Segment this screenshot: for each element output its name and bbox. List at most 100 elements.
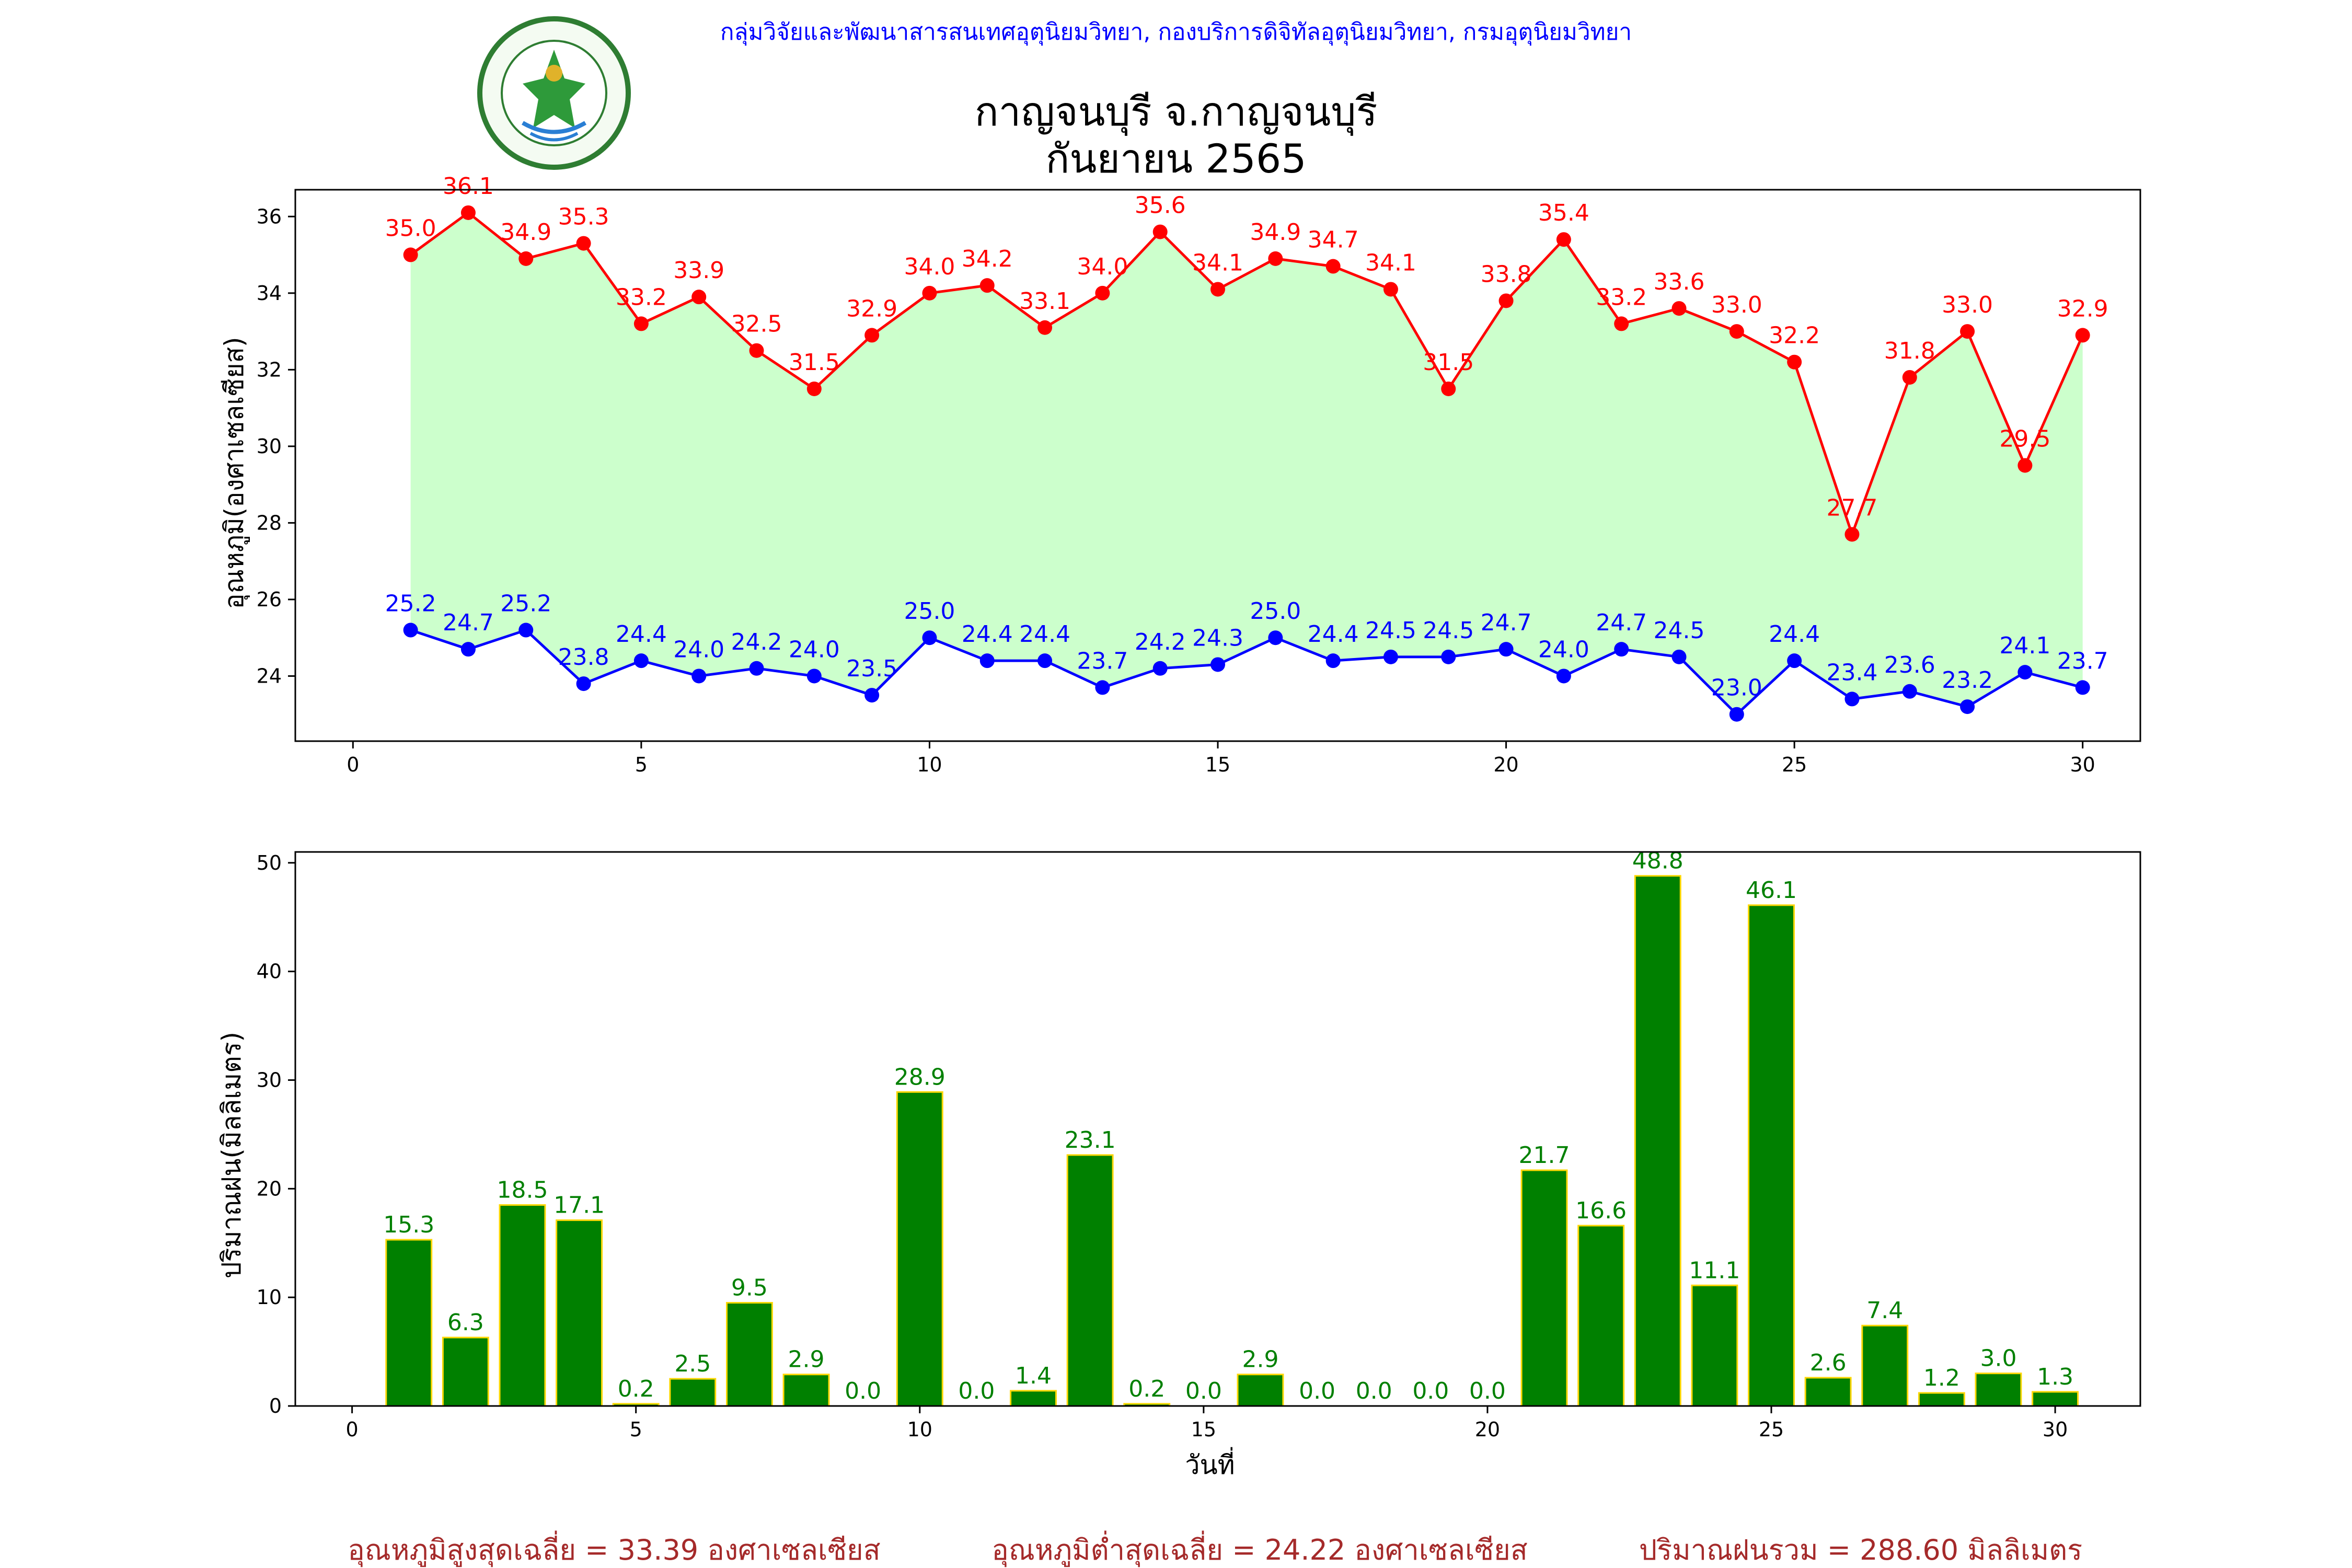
rainfall-data-label: 6.3 — [447, 1309, 484, 1336]
min-temperature-data-label: 25.0 — [1250, 598, 1301, 625]
rainfall-bar — [499, 1204, 546, 1407]
rainfall-bar — [1010, 1390, 1057, 1407]
max-temperature-data-label: 33.9 — [673, 257, 724, 284]
max-temperature-data-label: 35.4 — [1538, 200, 1589, 226]
rainfall-data-label: 0.0 — [1356, 1378, 1392, 1404]
rainfall-data-label: 16.6 — [1575, 1197, 1627, 1224]
max-temperature-data-label: 34.1 — [1192, 249, 1243, 276]
temperature-y-tick-label: 34 — [257, 282, 282, 305]
min-temperature-point — [518, 622, 534, 638]
min-temperature-data-label: 23.6 — [1884, 652, 1935, 678]
avg-min-temperature-summary: อุณหภูมิต่ำสุดเฉลี่ย = 24.22 องศาเซลเซีย… — [991, 1530, 1527, 1567]
max-temperature-data-label: 33.8 — [1481, 261, 1532, 287]
rainfall-x-tick-label: 10 — [907, 1418, 932, 1441]
temperature-y-axis-label: อุณหภูมิ(องศาเซลเซียส) — [219, 337, 250, 609]
max-temperature-point — [979, 278, 995, 293]
min-temperature-point — [1268, 630, 1283, 645]
rainfall-data-label: 0.0 — [958, 1378, 995, 1404]
min-temperature-point — [922, 630, 937, 645]
rainfall-data-label: 1.4 — [1015, 1363, 1052, 1389]
min-temperature-data-label: 24.7 — [1596, 609, 1647, 636]
max-temperature-point — [633, 316, 649, 331]
min-temperature-data-label: 23.8 — [558, 644, 609, 671]
rainfall-x-tick-label: 15 — [1191, 1418, 1216, 1441]
rainfall-data-label: 18.5 — [497, 1177, 548, 1203]
max-temperature-point — [806, 381, 822, 396]
rainfall-bar — [1748, 904, 1795, 1407]
max-temperature-point — [864, 328, 880, 343]
rainfall-data-label: 3.0 — [1980, 1345, 2016, 1372]
rainfall-bar — [1520, 1169, 1568, 1407]
min-temperature-data-label: 23.7 — [1077, 648, 1128, 674]
max-temperature-point — [1498, 293, 1514, 308]
rainfall-bar — [1237, 1374, 1284, 1407]
min-temperature-point — [1095, 680, 1110, 695]
min-temperature-point — [1037, 653, 1053, 668]
min-temperature-data-label: 24.0 — [673, 636, 724, 663]
rainfall-chart: 15.3 6.3 18.517.1 0.2 2.5 9.5 2.9 0.0 28.9 0.0 1.4… — [216, 848, 2141, 1480]
max-temperature-data-label: 31.8 — [1884, 338, 1935, 364]
temperature-y-tick-label: 28 — [257, 511, 282, 534]
rainfall-bar — [896, 1091, 943, 1407]
rainfall-data-label: 2.6 — [1810, 1350, 1847, 1376]
rainfall-bar — [1066, 1154, 1114, 1407]
rainfall-data-label: 0.0 — [1412, 1378, 1449, 1404]
rainfall-y-tick-label: 50 — [257, 851, 282, 874]
rainfall-x-tick-label: 25 — [1759, 1418, 1784, 1441]
rainfall-bar — [1975, 1373, 2022, 1407]
min-temperature-data-label: 25.0 — [904, 598, 955, 625]
max-temperature-data-label: 33.0 — [1942, 292, 1993, 318]
rainfall-data-label: 0.0 — [1299, 1378, 1335, 1404]
max-temperature-data-label: 27.7 — [1826, 494, 1877, 521]
temperature-y-tick-label: 36 — [257, 205, 282, 228]
temperature-x-tick-label: 5 — [635, 753, 648, 776]
max-temperature-point — [691, 290, 707, 305]
max-temperature-data-label: 34.2 — [962, 246, 1013, 272]
min-temperature-point — [1325, 653, 1341, 668]
rainfall-data-label: 2.9 — [788, 1346, 825, 1373]
min-temperature-point — [1614, 642, 1629, 657]
rainfall-data-label: 0.2 — [1128, 1376, 1165, 1402]
rainfall-y-tick-label: 0 — [269, 1394, 282, 1417]
min-temperature-point — [1441, 649, 1456, 664]
chart-title-line1: กาญจนบุรี จ.กาญจนบุรี — [975, 88, 1378, 136]
max-temperature-data-label: 34.9 — [1250, 219, 1301, 246]
max-temperature-point — [403, 247, 418, 262]
min-temperature-point — [1152, 661, 1168, 676]
max-temperature-point — [1614, 316, 1629, 331]
min-temperature-data-label: 24.4 — [1769, 621, 1820, 648]
temperature-y-tick-label: 32 — [257, 358, 282, 381]
rainfall-bar — [1861, 1324, 1909, 1407]
max-temperature-point — [1902, 370, 1917, 385]
min-temperature-data-label: 24.3 — [1192, 625, 1243, 651]
min-temperature-point — [1383, 649, 1398, 664]
rainfall-bar — [782, 1374, 830, 1407]
max-temperature-data-label: 32.9 — [2057, 295, 2108, 322]
temperature-y-tick-label: 24 — [257, 664, 282, 687]
min-temperature-data-label: 24.5 — [1365, 617, 1416, 644]
temperature-range-fill — [410, 212, 2083, 714]
chart-title-line2: กันยายน 2565 — [1045, 135, 1306, 182]
max-temperature-point — [1037, 320, 1053, 335]
rainfall-data-label: 2.9 — [1242, 1346, 1278, 1373]
rainfall-data-label: 0.0 — [845, 1378, 881, 1404]
rainfall-y-tick-label: 10 — [257, 1286, 282, 1309]
max-temperature-point — [2017, 458, 2033, 473]
max-temperature-point — [1441, 381, 1456, 396]
rainfall-data-label: 7.4 — [1866, 1297, 1903, 1324]
min-temperature-point — [460, 642, 476, 657]
max-temperature-data-label: 32.9 — [846, 295, 897, 322]
rainfall-data-label: 21.7 — [1519, 1142, 1570, 1169]
min-temperature-point — [633, 653, 649, 668]
min-temperature-point — [1844, 691, 1860, 707]
rainfall-bar — [385, 1239, 433, 1407]
rainfall-y-tick-label: 20 — [257, 1177, 282, 1200]
temperature-y-tick-label: 30 — [257, 435, 282, 458]
rainfall-y-tick-label: 30 — [257, 1068, 282, 1091]
max-temperature-point — [1844, 527, 1860, 542]
min-temperature-point — [1729, 707, 1744, 722]
min-temperature-data-label: 24.5 — [1654, 617, 1705, 644]
rainfall-x-tick-label: 30 — [2043, 1418, 2068, 1441]
min-temperature-data-label: 24.2 — [1135, 629, 1186, 655]
min-temperature-data-label: 24.4 — [616, 621, 667, 648]
